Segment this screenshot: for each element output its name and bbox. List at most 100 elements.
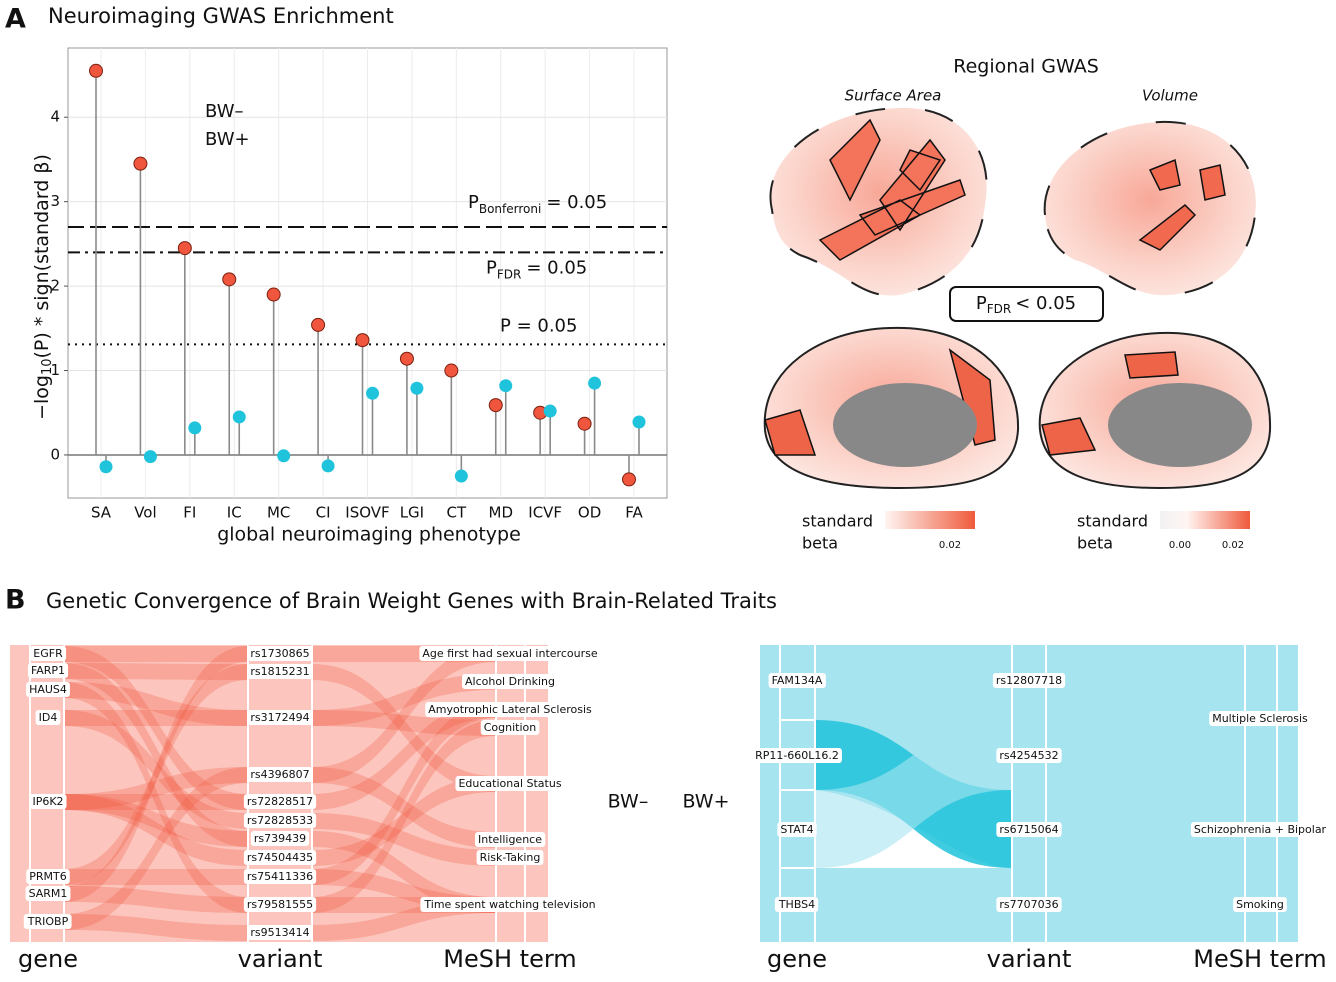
node: rs79581555 — [243, 897, 317, 912]
node-box — [461, 674, 559, 689]
node-label: RP11-660L16.2 — [755, 749, 839, 762]
node-label: SARM1 — [29, 887, 68, 900]
node-label: rs72828533 — [247, 814, 313, 827]
lollipop-dot — [321, 459, 335, 473]
ribbon — [64, 646, 248, 902]
node-label: rs7707036 — [999, 898, 1058, 911]
node-label: Smoking — [1236, 898, 1284, 911]
node-label: Risk-Taking — [480, 851, 541, 864]
ribbon — [312, 674, 496, 726]
node-label: rs4254532 — [999, 749, 1058, 762]
y-axis-title: −log10(P) * sign(standard β) — [31, 154, 55, 420]
y-tick-label: 1 — [50, 361, 60, 379]
x-tick-label: ISOVF — [345, 504, 389, 522]
node: Cognition — [480, 720, 540, 735]
ref-label-part: = 0.05 — [546, 192, 607, 213]
y-tick-label: 0 — [50, 445, 60, 463]
node: PRMT6 — [26, 869, 70, 884]
ribbon — [64, 869, 248, 885]
node-box — [243, 869, 317, 884]
node: rs9513414 — [247, 925, 313, 940]
ribbon — [64, 646, 248, 810]
lollipop-dot — [577, 416, 592, 431]
node: rs4396807 — [247, 767, 313, 782]
lollipop-dot — [355, 333, 370, 348]
reference-label: PFDR = 0.05 — [486, 257, 587, 281]
node: Intelligence — [474, 832, 546, 847]
ribbon — [64, 682, 248, 913]
node: IP6K2 — [29, 794, 67, 809]
reference-label: PBonferroni = 0.05 — [468, 192, 607, 216]
legend-label: BW– — [205, 101, 244, 122]
ribbon — [312, 813, 496, 866]
node-box — [23, 914, 72, 929]
view-label: Volume — [1142, 87, 1198, 105]
node: rs739439 — [250, 831, 310, 846]
ribbon — [64, 914, 248, 941]
ribbon — [312, 702, 496, 885]
ribbon — [312, 720, 496, 913]
colorbar-title: beta — [802, 534, 838, 553]
ref-label-part: P — [486, 257, 497, 278]
y-tick-label: 3 — [50, 192, 60, 210]
x-tick-label: MC — [267, 504, 290, 522]
x-tick-label: OD — [578, 504, 601, 522]
lollipop-dot — [488, 398, 503, 413]
node-label: IP6K2 — [32, 795, 63, 808]
ribbon — [64, 710, 248, 726]
y-title-part: (P) * sign(standard β) — [31, 154, 53, 358]
node-label: EGFR — [33, 647, 63, 660]
node: rs74504435 — [243, 850, 317, 865]
node-box — [996, 897, 1062, 912]
alluvial: EGFR FARP1 HAUS4 ID4 IP6K2 PRMT6 SARM1 TRIOBP rs… — [10, 645, 1330, 973]
ribbon — [312, 831, 496, 913]
node: rs6715064 — [996, 822, 1062, 837]
lollipop-dot — [410, 381, 424, 395]
lollipop-dot — [543, 404, 557, 418]
lollipop-dot — [266, 287, 281, 302]
node: Age first had sexual intercourse — [419, 646, 601, 661]
colorbar — [885, 511, 975, 529]
medial-wall — [833, 383, 977, 467]
node-box — [29, 794, 67, 809]
x-axis-title: global neuroimaging phenotype — [217, 524, 521, 546]
x-tick-label: CI — [316, 504, 331, 522]
axis-label: MeSH term — [1193, 945, 1326, 973]
node-label: ID4 — [39, 711, 58, 724]
ref-label-part: P — [468, 192, 479, 213]
node-box — [247, 710, 313, 725]
ref-label-sub: FDR — [497, 267, 521, 281]
brain-lateral-volume — [1043, 120, 1257, 297]
brain-title: Regional GWAS — [953, 56, 1099, 78]
node-box — [243, 794, 317, 809]
node-box — [420, 897, 599, 912]
node: Amyotrophic Lateral Sclerosis — [425, 702, 596, 717]
y-tick-label: 4 — [50, 108, 60, 126]
node-label: rs72828517 — [247, 795, 313, 808]
node: HAUS4 — [26, 682, 70, 697]
node-box — [243, 897, 317, 912]
lollipop-dot — [588, 376, 602, 390]
node: FARP1 — [27, 663, 69, 678]
node-box — [243, 850, 317, 865]
panel-label: A — [5, 4, 26, 35]
ribbon — [64, 767, 248, 930]
node-box — [752, 748, 842, 763]
node: Schizophrenia + Bipolar — [1190, 822, 1330, 837]
node-box — [474, 832, 546, 847]
node-label: rs79581555 — [247, 898, 313, 911]
ribbon — [312, 664, 496, 792]
ref-label-part: = 0.05 — [526, 257, 587, 278]
node-label: rs3172494 — [250, 711, 309, 724]
node-label: rs74504435 — [247, 851, 313, 864]
ref-label-part: P = 0.05 — [500, 315, 577, 336]
node-label: HAUS4 — [29, 683, 67, 696]
panel-title: Genetic Convergence of Brain Weight Gene… — [46, 589, 777, 613]
node: rs72828533 — [243, 813, 317, 828]
colorbar-title: beta — [1077, 534, 1113, 553]
node-box — [768, 673, 826, 688]
ribbon — [815, 720, 1012, 868]
lollipop-dot — [177, 241, 192, 256]
node: STAT4 — [777, 822, 817, 837]
